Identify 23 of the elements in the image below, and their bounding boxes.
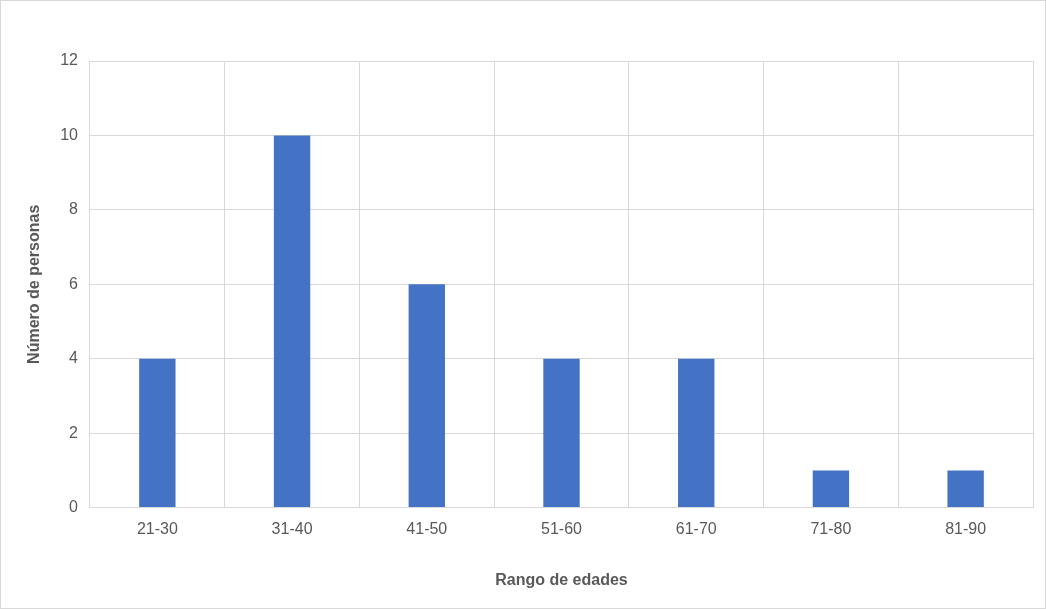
x-tick-label: 41-50 <box>406 519 448 537</box>
bar <box>273 135 311 508</box>
bar <box>947 470 984 508</box>
x-tick-label: 71-80 <box>810 519 852 537</box>
x-axis-title: Rango de edades <box>495 570 628 588</box>
bar <box>408 284 445 508</box>
y-axis-title: Número de personas <box>25 204 43 364</box>
y-tick-label: 10 <box>60 125 79 143</box>
x-tick-label: 81-90 <box>945 519 987 537</box>
bar <box>543 358 580 508</box>
y-tick-label: 12 <box>60 51 79 69</box>
y-tick-label: 4 <box>69 349 79 367</box>
x-tick-label: 31-40 <box>271 519 313 537</box>
x-tick-label: 51-60 <box>541 519 583 537</box>
x-tick-label: 21-30 <box>136 519 178 537</box>
bar <box>812 470 850 508</box>
x-tick-label: 61-70 <box>675 519 717 537</box>
y-tick-label: 8 <box>69 200 79 218</box>
y-tick-label: 6 <box>69 274 79 292</box>
bar <box>678 358 715 508</box>
bar <box>139 358 176 508</box>
y-tick-label: 0 <box>69 498 79 516</box>
y-tick-label: 2 <box>69 423 79 441</box>
